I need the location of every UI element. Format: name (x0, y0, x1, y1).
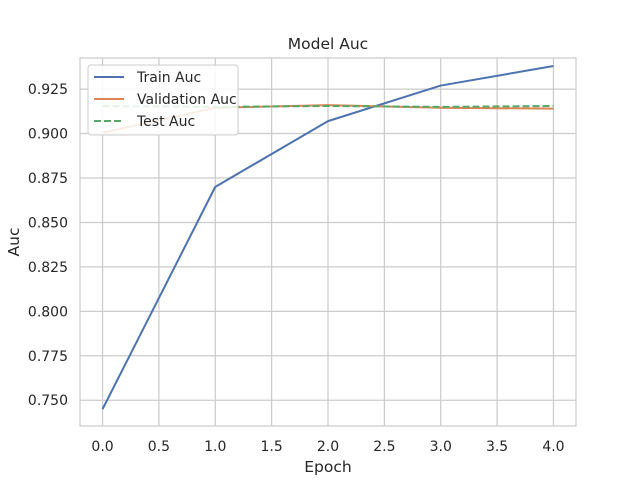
y-axis-ticks: 0.750 0.775 0.800 0.825 0.850 0.875 0.900 0.925 (28, 82, 68, 409)
x-tick-label: 0.0 (91, 439, 113, 455)
series-line-train-auc (101, 65, 554, 410)
legend-label: Test Auc (136, 114, 195, 130)
x-tick-label: 1.5 (261, 439, 283, 455)
legend-box (87, 64, 239, 136)
legend: Train Auc Validation Auc Test Auc (87, 64, 239, 136)
legend-label: Validation Auc (137, 92, 237, 108)
x-tick-label: 1.0 (204, 439, 226, 455)
y-axis-title: Auc (5, 228, 23, 257)
legend-label: Train Auc (136, 70, 201, 86)
x-tick-label: 0.5 (148, 439, 170, 455)
y-tick-label: 0.775 (28, 349, 68, 365)
y-tick-label: 0.800 (28, 304, 68, 320)
y-tick-label: 0.875 (28, 171, 68, 187)
x-tick-label: 4.0 (542, 439, 564, 455)
x-axis-title: Epoch (304, 458, 351, 476)
y-tick-label: 0.900 (28, 127, 68, 143)
y-tick-label: 0.925 (28, 82, 68, 98)
x-tick-label: 3.0 (430, 439, 452, 455)
grid (80, 58, 576, 426)
x-tick-label: 3.5 (486, 439, 508, 455)
chart-title: Model Auc (288, 35, 368, 53)
y-tick-label: 0.850 (28, 215, 68, 231)
x-axis-ticks: 0.0 0.5 1.0 1.5 2.0 2.5 3.0 3.5 4.0 (91, 439, 564, 455)
x-tick-label: 2.0 (317, 439, 339, 455)
x-tick-label: 2.5 (373, 439, 395, 455)
y-tick-label: 0.825 (28, 260, 68, 276)
y-tick-label: 0.750 (28, 393, 68, 409)
